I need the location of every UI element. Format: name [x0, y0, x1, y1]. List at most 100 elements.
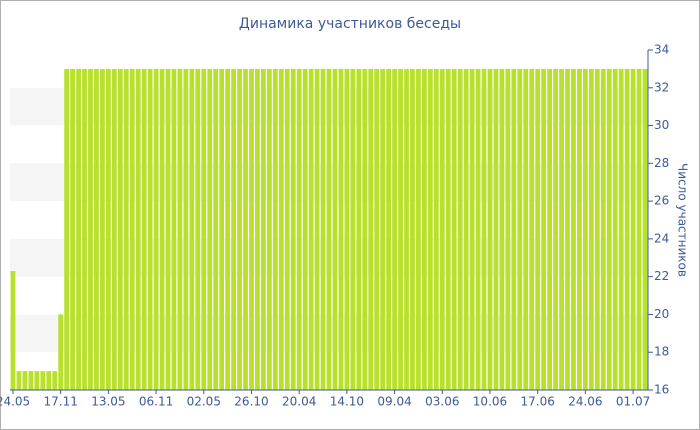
bar [559, 68, 564, 390]
bar [374, 68, 380, 390]
bar [290, 68, 296, 390]
bar [362, 68, 368, 390]
bar [332, 68, 338, 390]
bar [16, 371, 22, 390]
bar [165, 68, 171, 390]
y-tick-label: 28 [654, 156, 669, 170]
bar [505, 68, 511, 390]
bar [642, 68, 648, 390]
chart-title: Динамика участников беседы [239, 16, 461, 32]
bar [410, 68, 415, 390]
bar [135, 68, 141, 390]
bar [636, 68, 642, 390]
bar [433, 68, 439, 390]
y-tick-label: 22 [654, 269, 669, 283]
bar [22, 371, 28, 390]
bar [612, 68, 618, 390]
bar [475, 68, 481, 390]
bar [529, 68, 535, 390]
x-tick-label: 24.06 [568, 395, 602, 409]
bar [105, 68, 111, 390]
bar [28, 371, 34, 390]
bar [261, 68, 266, 390]
x-tick-label: 02.05 [187, 395, 221, 409]
bar [487, 68, 493, 390]
y-tick-label: 30 [654, 118, 669, 132]
bar [117, 68, 123, 390]
bar [439, 68, 445, 390]
bar [34, 371, 40, 390]
bar [499, 68, 505, 390]
bar [183, 68, 189, 390]
bar [82, 68, 87, 390]
bar [177, 68, 183, 390]
x-tick-label: 10.06 [473, 395, 507, 409]
bar [213, 68, 219, 390]
y-tick-label: 26 [654, 194, 669, 208]
bar [416, 68, 421, 390]
bar [600, 68, 606, 390]
bar [46, 371, 52, 390]
y-tick-label: 20 [654, 307, 669, 321]
bar [469, 68, 475, 390]
bar [523, 68, 529, 390]
bar [171, 68, 177, 390]
bar [577, 68, 582, 390]
bar [368, 68, 374, 390]
bar [457, 68, 463, 390]
bar [356, 68, 362, 390]
bar [225, 68, 231, 390]
y-tick-label: 24 [654, 231, 669, 245]
bar [392, 68, 397, 390]
bar [249, 68, 254, 390]
x-tick-label: 26.10 [234, 395, 268, 409]
bar [64, 68, 70, 390]
x-tick-label: 01.07 [616, 395, 650, 409]
bar [308, 68, 314, 390]
bar [398, 68, 403, 390]
y-tick-label: 32 [654, 80, 669, 94]
bar [338, 68, 344, 390]
bar [553, 68, 558, 390]
bar [100, 68, 105, 390]
bar [481, 68, 487, 390]
bar [302, 68, 308, 390]
bar [123, 68, 129, 390]
x-tick-label: 13.05 [91, 395, 125, 409]
bar [40, 371, 46, 390]
bar [237, 68, 242, 390]
bar [284, 68, 290, 390]
bar [255, 68, 260, 390]
bar [207, 68, 213, 390]
bar [147, 68, 153, 390]
bar [565, 68, 570, 390]
bar [314, 68, 320, 390]
bar [547, 68, 553, 390]
bar [517, 68, 523, 390]
bar [52, 371, 58, 390]
bar [493, 68, 499, 390]
bar [618, 68, 624, 390]
bar [511, 68, 517, 390]
bar [344, 68, 350, 390]
x-tick-label: 14.10 [330, 395, 364, 409]
y-tick-label: 18 [654, 345, 669, 359]
bar [422, 68, 427, 390]
bar [243, 68, 248, 390]
x-tick-label: 17.06 [521, 395, 555, 409]
x-tick-label: 17.11 [44, 395, 78, 409]
bar [594, 68, 600, 390]
bar [630, 68, 636, 390]
bar [266, 68, 272, 390]
bar [606, 68, 612, 390]
bar [231, 68, 236, 390]
bar [541, 68, 547, 390]
bar [153, 68, 159, 390]
bar [296, 68, 302, 390]
bar [427, 68, 433, 390]
bar [141, 68, 147, 390]
bar [278, 68, 284, 390]
bar [10, 271, 16, 390]
